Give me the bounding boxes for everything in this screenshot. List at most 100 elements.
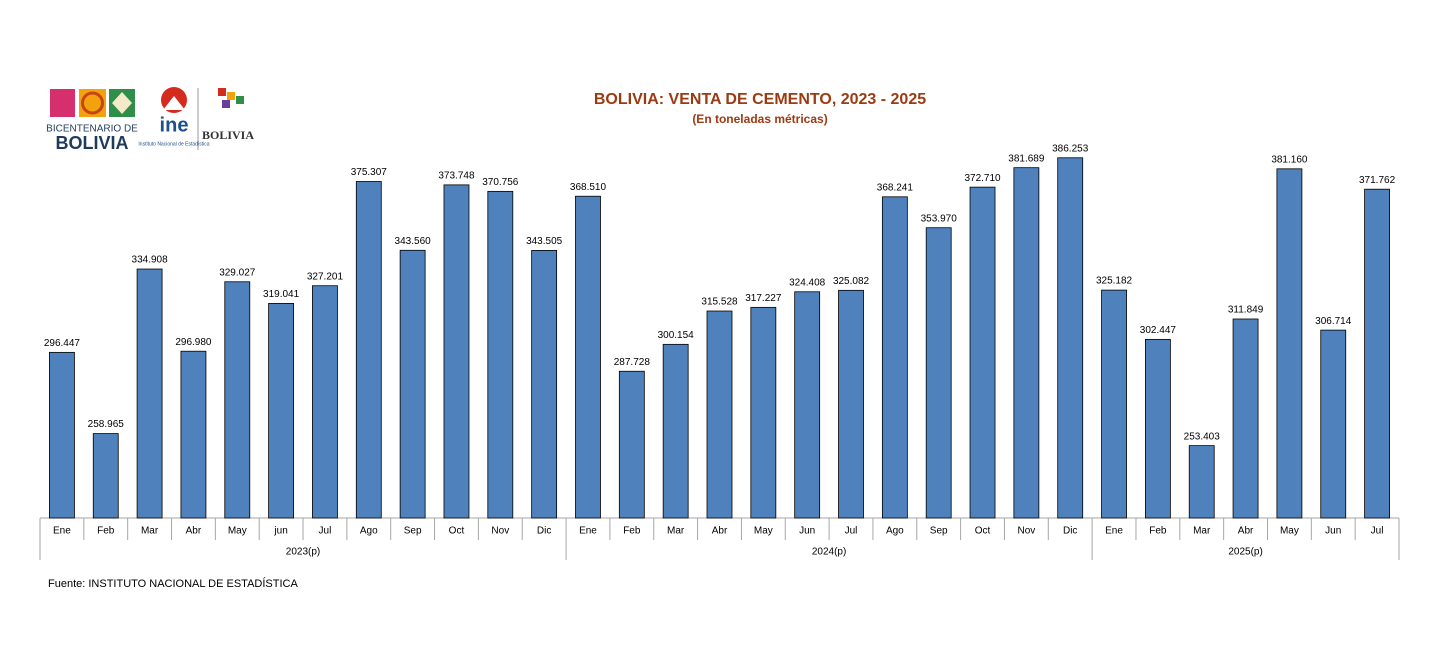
value-label: 317.227: [745, 293, 782, 304]
x-tick-label: Feb: [1149, 526, 1167, 537]
bar: [531, 250, 558, 519]
group-label: 2023(p): [286, 547, 320, 558]
logo-block: [222, 100, 230, 108]
logo-text: BOLIVIA: [55, 133, 128, 153]
bar: [838, 289, 864, 519]
value-label: 386.253: [1052, 143, 1089, 154]
x-tick-label: Jun: [799, 526, 815, 537]
x-tick-label: Abr: [712, 526, 728, 537]
bar: [969, 186, 996, 519]
x-tick-label: May: [228, 526, 247, 537]
value-label: 325.082: [833, 276, 870, 287]
bar: [618, 370, 645, 519]
logo-block: [218, 88, 226, 96]
value-label: 368.510: [570, 182, 607, 193]
group-label: 2024(p): [812, 547, 846, 558]
value-label: 315.528: [701, 297, 738, 308]
x-tick-label: Ago: [886, 526, 904, 537]
x-tick-label: Ene: [579, 526, 597, 537]
x-tick-label: Dic: [537, 526, 551, 537]
x-tick-label: Oct: [449, 526, 465, 537]
x-tick-label: Nov: [1017, 526, 1035, 537]
x-tick-label: Ago: [360, 526, 378, 537]
bar: [575, 195, 601, 519]
bar: [399, 249, 426, 519]
value-label: 329.027: [219, 267, 256, 278]
x-tick-label: May: [1280, 526, 1299, 537]
value-label: 253.403: [1184, 431, 1221, 442]
bar: [662, 343, 689, 519]
bar: [355, 181, 382, 519]
bar: [312, 285, 338, 519]
x-tick-label: May: [754, 526, 773, 537]
value-label: 296.447: [44, 338, 81, 349]
bar: [1101, 289, 1127, 519]
bar: [1364, 188, 1390, 519]
x-tick-label: Nov: [491, 526, 509, 537]
x-tick-label: Feb: [97, 526, 115, 537]
x-tick-label: Abr: [186, 526, 202, 537]
bar: [268, 303, 295, 519]
bar: [1144, 338, 1171, 519]
value-label: 327.201: [307, 271, 344, 282]
value-label: 353.970: [921, 213, 958, 224]
value-label: 343.560: [395, 236, 432, 247]
logo-text: BOLIVIA: [202, 128, 254, 142]
x-tick-label: Abr: [1238, 526, 1254, 537]
x-tick-label: Ene: [1105, 526, 1123, 537]
value-label: 372.710: [964, 173, 1001, 184]
bar: [794, 291, 821, 519]
value-label: 287.728: [614, 357, 651, 368]
logo-block: [227, 92, 235, 100]
logo-ine: ine Instituto Nacional de Estadística BO…: [138, 87, 254, 150]
x-tick-label: Mar: [141, 526, 159, 537]
logo-diamond: [112, 92, 132, 114]
bar: [1188, 445, 1215, 519]
value-label: 319.041: [263, 289, 300, 300]
value-label: 334.908: [132, 255, 169, 266]
x-tick-label: Dic: [1063, 526, 1077, 537]
x-tick-label: Feb: [623, 526, 641, 537]
value-label: 343.505: [526, 236, 563, 247]
bar: [180, 350, 207, 519]
value-label: 302.447: [1140, 325, 1177, 336]
chart-title: BOLIVIA: VENTA DE CEMENTO, 2023 - 2025: [594, 91, 926, 108]
logo-text: Instituto Nacional de Estadística: [138, 141, 209, 147]
x-tick-label: jun: [273, 526, 287, 537]
value-label: 373.748: [438, 171, 475, 182]
group-label: 2025(p): [1228, 547, 1262, 558]
value-label: 300.154: [658, 330, 695, 341]
bar: [1057, 157, 1084, 519]
value-label: 296.980: [175, 337, 212, 348]
value-label: 325.182: [1096, 276, 1133, 287]
value-label: 311.849: [1228, 305, 1264, 316]
x-tick-label: Sep: [930, 526, 948, 537]
bar: [443, 184, 470, 519]
bar: [49, 351, 75, 519]
value-label: 324.408: [789, 277, 826, 288]
value-label: 381.689: [1008, 153, 1045, 164]
bar: [750, 306, 777, 519]
bar: [1013, 167, 1040, 519]
x-tick-label: Ene: [53, 526, 71, 537]
source-note: Fuente: INSTITUTO NACIONAL DE ESTADÍSTIC…: [48, 577, 298, 590]
bar: [1320, 329, 1347, 519]
value-label: 371.762: [1359, 175, 1396, 186]
x-tick-label: Jun: [1325, 526, 1341, 537]
logo-block: [50, 89, 75, 117]
x-tick-label: Mar: [667, 526, 685, 537]
x-tick-label: Mar: [1193, 526, 1211, 537]
bar: [487, 190, 514, 519]
value-label: 370.756: [482, 177, 519, 188]
logo-block: [236, 96, 244, 104]
x-tick-label: Sep: [404, 526, 422, 537]
value-label: 306.714: [1315, 316, 1352, 327]
bar: [1276, 168, 1303, 519]
x-tick-label: Jul: [1371, 526, 1384, 537]
bar: [224, 281, 251, 519]
bar: [881, 196, 908, 519]
logo-bicentenario: BICENTENARIO DE BOLIVIA: [46, 89, 138, 153]
value-label: 368.241: [877, 182, 914, 193]
